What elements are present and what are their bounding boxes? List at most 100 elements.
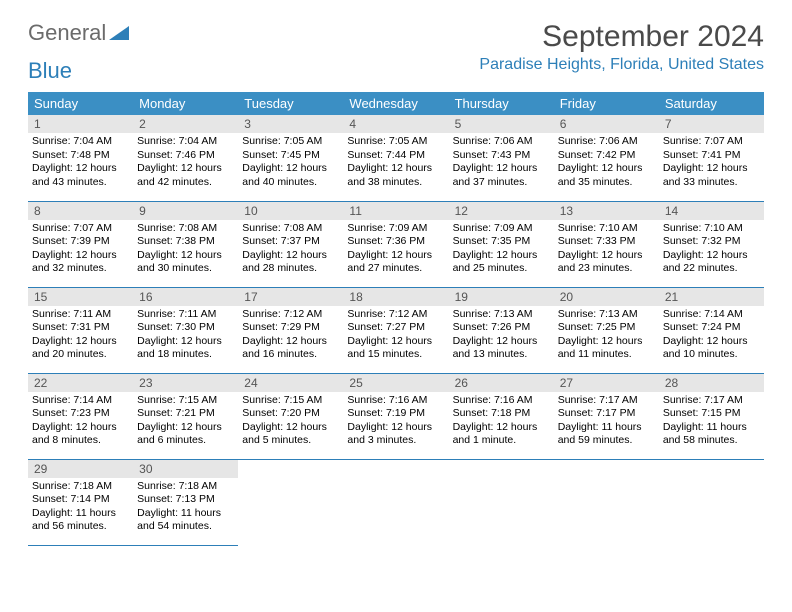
logo-triangle-icon bbox=[109, 20, 129, 46]
day-details: Sunrise: 7:16 AMSunset: 7:18 PMDaylight:… bbox=[449, 392, 554, 453]
daylight-text: Daylight: 11 hours and 58 minutes. bbox=[663, 421, 760, 448]
day-details: Sunrise: 7:09 AMSunset: 7:35 PMDaylight:… bbox=[449, 220, 554, 281]
calendar-row: 29Sunrise: 7:18 AMSunset: 7:14 PMDayligh… bbox=[28, 459, 764, 545]
daylight-text: Daylight: 11 hours and 59 minutes. bbox=[558, 421, 655, 448]
sunrise-text: Sunrise: 7:07 AM bbox=[32, 222, 129, 236]
sunrise-text: Sunrise: 7:04 AM bbox=[137, 135, 234, 149]
sunrise-text: Sunrise: 7:17 AM bbox=[558, 394, 655, 408]
calendar-cell: 5Sunrise: 7:06 AMSunset: 7:43 PMDaylight… bbox=[449, 115, 554, 201]
calendar-cell: 2Sunrise: 7:04 AMSunset: 7:46 PMDaylight… bbox=[133, 115, 238, 201]
day-details: Sunrise: 7:07 AMSunset: 7:39 PMDaylight:… bbox=[28, 220, 133, 281]
sunset-text: Sunset: 7:19 PM bbox=[347, 407, 444, 421]
calendar-cell: 1Sunrise: 7:04 AMSunset: 7:48 PMDaylight… bbox=[28, 115, 133, 201]
day-details: Sunrise: 7:06 AMSunset: 7:43 PMDaylight:… bbox=[449, 133, 554, 194]
daylight-text: Daylight: 12 hours and 28 minutes. bbox=[242, 249, 339, 276]
day-number: 12 bbox=[449, 202, 554, 220]
day-details: Sunrise: 7:13 AMSunset: 7:26 PMDaylight:… bbox=[449, 306, 554, 367]
weekday-header: Friday bbox=[554, 92, 659, 115]
calendar-cell: 12Sunrise: 7:09 AMSunset: 7:35 PMDayligh… bbox=[449, 201, 554, 287]
daylight-text: Daylight: 12 hours and 13 minutes. bbox=[453, 335, 550, 362]
daylight-text: Daylight: 12 hours and 5 minutes. bbox=[242, 421, 339, 448]
day-details: Sunrise: 7:10 AMSunset: 7:33 PMDaylight:… bbox=[554, 220, 659, 281]
day-number: 6 bbox=[554, 115, 659, 133]
calendar-cell: 21Sunrise: 7:14 AMSunset: 7:24 PMDayligh… bbox=[659, 287, 764, 373]
calendar-cell: 6Sunrise: 7:06 AMSunset: 7:42 PMDaylight… bbox=[554, 115, 659, 201]
sunrise-text: Sunrise: 7:05 AM bbox=[242, 135, 339, 149]
sunrise-text: Sunrise: 7:04 AM bbox=[32, 135, 129, 149]
weekday-header-row: Sunday Monday Tuesday Wednesday Thursday… bbox=[28, 92, 764, 115]
sunset-text: Sunset: 7:23 PM bbox=[32, 407, 129, 421]
sunset-text: Sunset: 7:36 PM bbox=[347, 235, 444, 249]
sunrise-text: Sunrise: 7:18 AM bbox=[137, 480, 234, 494]
calendar-cell: 15Sunrise: 7:11 AMSunset: 7:31 PMDayligh… bbox=[28, 287, 133, 373]
daylight-text: Daylight: 12 hours and 35 minutes. bbox=[558, 162, 655, 189]
calendar-cell: 25Sunrise: 7:16 AMSunset: 7:19 PMDayligh… bbox=[343, 373, 448, 459]
sunrise-text: Sunrise: 7:16 AM bbox=[453, 394, 550, 408]
day-details: Sunrise: 7:06 AMSunset: 7:42 PMDaylight:… bbox=[554, 133, 659, 194]
day-number: 27 bbox=[554, 374, 659, 392]
daylight-text: Daylight: 12 hours and 22 minutes. bbox=[663, 249, 760, 276]
day-details: Sunrise: 7:12 AMSunset: 7:29 PMDaylight:… bbox=[238, 306, 343, 367]
sunset-text: Sunset: 7:27 PM bbox=[347, 321, 444, 335]
weekday-header: Monday bbox=[133, 92, 238, 115]
calendar-cell: 14Sunrise: 7:10 AMSunset: 7:32 PMDayligh… bbox=[659, 201, 764, 287]
daylight-text: Daylight: 12 hours and 30 minutes. bbox=[137, 249, 234, 276]
weekday-header: Saturday bbox=[659, 92, 764, 115]
day-details: Sunrise: 7:11 AMSunset: 7:30 PMDaylight:… bbox=[133, 306, 238, 367]
day-number: 23 bbox=[133, 374, 238, 392]
sunset-text: Sunset: 7:30 PM bbox=[137, 321, 234, 335]
day-number: 9 bbox=[133, 202, 238, 220]
day-number: 29 bbox=[28, 460, 133, 478]
day-number: 22 bbox=[28, 374, 133, 392]
sunrise-text: Sunrise: 7:08 AM bbox=[242, 222, 339, 236]
day-details: Sunrise: 7:12 AMSunset: 7:27 PMDaylight:… bbox=[343, 306, 448, 367]
daylight-text: Daylight: 12 hours and 23 minutes. bbox=[558, 249, 655, 276]
day-number: 1 bbox=[28, 115, 133, 133]
title-block: September 2024 Paradise Heights, Florida… bbox=[479, 20, 764, 74]
calendar-cell bbox=[343, 459, 448, 545]
day-number: 8 bbox=[28, 202, 133, 220]
day-details: Sunrise: 7:04 AMSunset: 7:46 PMDaylight:… bbox=[133, 133, 238, 194]
daylight-text: Daylight: 12 hours and 42 minutes. bbox=[137, 162, 234, 189]
sunrise-text: Sunrise: 7:09 AM bbox=[453, 222, 550, 236]
calendar-cell bbox=[238, 459, 343, 545]
sunset-text: Sunset: 7:17 PM bbox=[558, 407, 655, 421]
calendar-cell: 10Sunrise: 7:08 AMSunset: 7:37 PMDayligh… bbox=[238, 201, 343, 287]
sunset-text: Sunset: 7:45 PM bbox=[242, 149, 339, 163]
sunset-text: Sunset: 7:32 PM bbox=[663, 235, 760, 249]
calendar-table: Sunday Monday Tuesday Wednesday Thursday… bbox=[28, 92, 764, 546]
calendar-row: 1Sunrise: 7:04 AMSunset: 7:48 PMDaylight… bbox=[28, 115, 764, 201]
logo-text-general: General bbox=[28, 20, 106, 46]
sunrise-text: Sunrise: 7:10 AM bbox=[663, 222, 760, 236]
sunset-text: Sunset: 7:29 PM bbox=[242, 321, 339, 335]
sunset-text: Sunset: 7:18 PM bbox=[453, 407, 550, 421]
daylight-text: Daylight: 11 hours and 56 minutes. bbox=[32, 507, 129, 534]
day-details: Sunrise: 7:09 AMSunset: 7:36 PMDaylight:… bbox=[343, 220, 448, 281]
sunrise-text: Sunrise: 7:18 AM bbox=[32, 480, 129, 494]
day-details: Sunrise: 7:10 AMSunset: 7:32 PMDaylight:… bbox=[659, 220, 764, 281]
sunset-text: Sunset: 7:31 PM bbox=[32, 321, 129, 335]
daylight-text: Daylight: 11 hours and 54 minutes. bbox=[137, 507, 234, 534]
sunrise-text: Sunrise: 7:15 AM bbox=[242, 394, 339, 408]
daylight-text: Daylight: 12 hours and 10 minutes. bbox=[663, 335, 760, 362]
sunset-text: Sunset: 7:26 PM bbox=[453, 321, 550, 335]
calendar-cell: 16Sunrise: 7:11 AMSunset: 7:30 PMDayligh… bbox=[133, 287, 238, 373]
day-details: Sunrise: 7:11 AMSunset: 7:31 PMDaylight:… bbox=[28, 306, 133, 367]
day-number: 21 bbox=[659, 288, 764, 306]
day-details: Sunrise: 7:15 AMSunset: 7:20 PMDaylight:… bbox=[238, 392, 343, 453]
day-number: 18 bbox=[343, 288, 448, 306]
day-number: 3 bbox=[238, 115, 343, 133]
sunrise-text: Sunrise: 7:14 AM bbox=[32, 394, 129, 408]
weekday-header: Wednesday bbox=[343, 92, 448, 115]
sunset-text: Sunset: 7:44 PM bbox=[347, 149, 444, 163]
sunset-text: Sunset: 7:14 PM bbox=[32, 493, 129, 507]
daylight-text: Daylight: 12 hours and 37 minutes. bbox=[453, 162, 550, 189]
day-details: Sunrise: 7:15 AMSunset: 7:21 PMDaylight:… bbox=[133, 392, 238, 453]
sunrise-text: Sunrise: 7:07 AM bbox=[663, 135, 760, 149]
sunset-text: Sunset: 7:37 PM bbox=[242, 235, 339, 249]
calendar-cell: 24Sunrise: 7:15 AMSunset: 7:20 PMDayligh… bbox=[238, 373, 343, 459]
daylight-text: Daylight: 12 hours and 3 minutes. bbox=[347, 421, 444, 448]
day-number: 5 bbox=[449, 115, 554, 133]
calendar-cell bbox=[554, 459, 659, 545]
weekday-header: Sunday bbox=[28, 92, 133, 115]
